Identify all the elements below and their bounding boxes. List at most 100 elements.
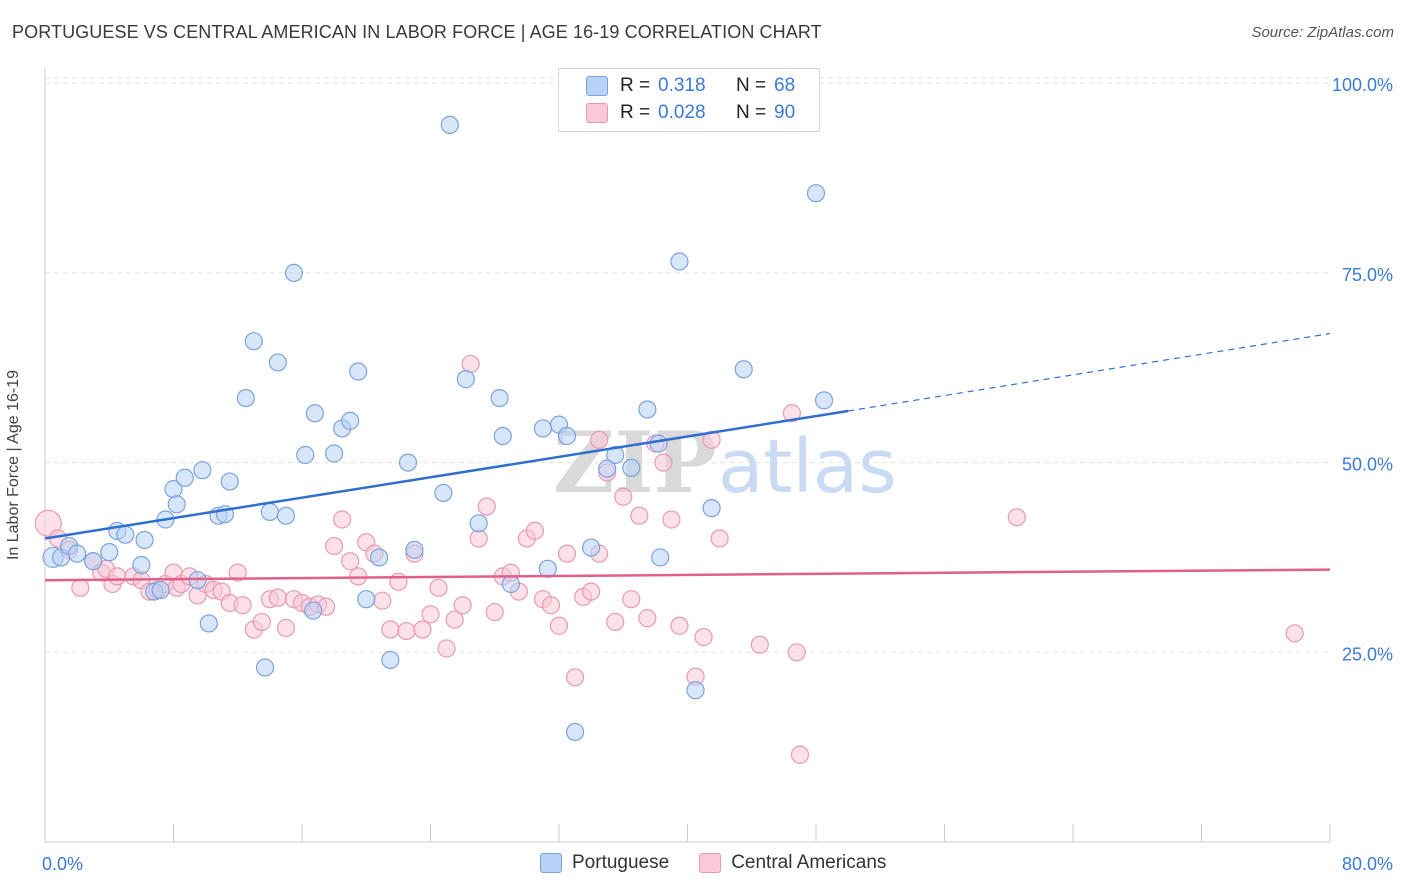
- portuguese-point: [638, 400, 657, 419]
- portuguese-point: [370, 548, 389, 567]
- legend-n-value: 90: [774, 102, 796, 123]
- legend-label-portuguese: Portuguese: [572, 852, 670, 873]
- central-americans-point: [662, 510, 681, 529]
- correlation-legend: R = 0.318 N = 68 R = 0.028 N = 90: [558, 68, 820, 132]
- portuguese-point: [193, 461, 212, 480]
- central-americans-point: [325, 536, 344, 556]
- legend-r-label: R =: [620, 102, 651, 123]
- chart-source: Source: ZipAtlas.com: [1251, 24, 1394, 41]
- central-americans-point: [630, 506, 649, 525]
- portuguese-point: [167, 495, 186, 514]
- portuguese-point: [151, 580, 170, 600]
- portuguese-point: [538, 559, 557, 578]
- portuguese-point: [469, 514, 488, 533]
- central-americans-point: [614, 487, 633, 506]
- portuguese-point: [268, 353, 288, 372]
- central-americans-point: [485, 602, 504, 622]
- central-americans-point: [638, 609, 657, 628]
- legend-n-value: 68: [774, 75, 796, 96]
- portuguese-point: [501, 574, 520, 594]
- central-americans-point: [787, 643, 806, 662]
- portuguese-point: [440, 115, 459, 135]
- portuguese-point: [357, 590, 376, 609]
- portuguese-point: [649, 434, 668, 453]
- central-americans-point: [34, 509, 62, 537]
- legend-n-label: N =: [736, 75, 767, 96]
- x-tick-label: 0.0%: [42, 854, 83, 874]
- portuguese-point: [814, 391, 834, 410]
- central-americans-point: [710, 529, 729, 548]
- portuguese-point: [533, 419, 553, 438]
- series-legend: Portuguese Central Americans: [540, 852, 916, 874]
- central-americans-point: [453, 596, 472, 615]
- central-americans-point: [702, 430, 721, 449]
- central-americans-point: [233, 596, 252, 615]
- central-americans-point: [413, 620, 432, 639]
- legend-row-portuguese: R = 0.318 N = 68: [559, 73, 795, 99]
- portuguese-point: [806, 184, 826, 203]
- portuguese-point: [304, 601, 323, 620]
- y-axis-label: In Labor Force | Age 16-19: [5, 369, 22, 561]
- portuguese-point: [68, 544, 87, 563]
- portuguese-point: [284, 263, 304, 282]
- portuguese-point: [565, 722, 585, 742]
- legend-r-label: R =: [620, 75, 651, 96]
- central-americans-point: [228, 563, 247, 582]
- y-tick-label: 25.0%: [1342, 644, 1393, 664]
- portuguese-point: [557, 426, 577, 446]
- axes: [44, 68, 1331, 843]
- central-americans-point: [381, 620, 400, 639]
- watermark-atlas: atlas: [718, 424, 897, 510]
- central-americans-trend-line: [44, 568, 1331, 582]
- portuguese-point: [490, 388, 509, 408]
- portuguese-point: [255, 658, 275, 677]
- portuguese-point: [276, 506, 296, 525]
- portuguese-point: [651, 548, 670, 567]
- portuguese-point: [84, 552, 103, 571]
- portuguese-point: [305, 404, 324, 423]
- portuguese-point: [686, 681, 705, 700]
- y-tick-label: 100.0%: [1332, 75, 1393, 95]
- portuguese-point: [702, 499, 721, 518]
- central-americans-point: [333, 510, 352, 529]
- central-americans-point: [654, 453, 673, 472]
- portuguese-point: [456, 370, 475, 389]
- portuguese-point: [296, 445, 315, 465]
- portuguese-point: [405, 540, 424, 559]
- central-americans-point: [373, 591, 392, 610]
- central-americans-point: [71, 578, 90, 597]
- portuguese-point: [244, 332, 263, 351]
- central-americans-point: [397, 621, 416, 641]
- y-tick-label: 50.0%: [1342, 455, 1393, 475]
- chart-title: PORTUGUESE VS CENTRAL AMERICAN IN LABOR …: [12, 22, 822, 42]
- portuguese-point: [135, 530, 154, 550]
- central-americans-point: [670, 616, 689, 635]
- portuguese-point: [199, 614, 218, 633]
- central-americans-point: [750, 635, 769, 654]
- central-americans-point: [1007, 508, 1026, 527]
- central-americans-point: [268, 588, 288, 607]
- central-americans-point: [276, 618, 296, 638]
- trend-lines: [44, 332, 1331, 582]
- central-americans-point: [606, 612, 625, 632]
- central-americans-point: [429, 578, 448, 597]
- central-americans-point: [437, 639, 456, 658]
- portuguese-point: [349, 362, 368, 381]
- portuguese-point: [493, 426, 512, 446]
- central-americans-point: [541, 596, 561, 615]
- portuguese-point: [622, 458, 641, 477]
- portuguese-point: [398, 453, 418, 472]
- portuguese-point: [341, 411, 360, 430]
- central-americans-point: [108, 567, 127, 586]
- portuguese-point: [236, 388, 255, 408]
- central-americans-point: [445, 610, 464, 629]
- portuguese-point: [175, 468, 194, 487]
- legend-swatch-blue: [540, 853, 562, 873]
- legend-item-portuguese: Portuguese: [540, 852, 669, 874]
- central-americans-point: [582, 582, 601, 601]
- x-tick-label: 80.0%: [1342, 854, 1393, 874]
- legend-swatch-pink: [586, 103, 608, 123]
- central-americans-point: [477, 497, 496, 516]
- central-americans-point: [565, 668, 585, 687]
